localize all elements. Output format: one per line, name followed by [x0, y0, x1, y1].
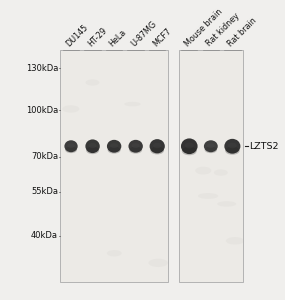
Ellipse shape — [217, 201, 236, 207]
Text: MCF7: MCF7 — [151, 26, 173, 48]
Ellipse shape — [150, 147, 164, 154]
Ellipse shape — [148, 259, 168, 267]
Ellipse shape — [228, 143, 237, 148]
Ellipse shape — [132, 143, 140, 148]
Ellipse shape — [182, 147, 197, 155]
Text: LZTS2: LZTS2 — [249, 142, 278, 151]
Text: Rat kidney: Rat kidney — [204, 12, 241, 48]
Text: 100kDa: 100kDa — [26, 106, 58, 115]
Ellipse shape — [207, 143, 215, 148]
Ellipse shape — [150, 139, 165, 153]
Ellipse shape — [195, 167, 211, 175]
Text: 40kDa: 40kDa — [31, 231, 58, 240]
Ellipse shape — [86, 80, 99, 85]
Ellipse shape — [62, 105, 80, 112]
Ellipse shape — [226, 237, 244, 244]
Text: HT-29: HT-29 — [86, 26, 109, 48]
Ellipse shape — [64, 140, 78, 152]
Text: 55kDa: 55kDa — [31, 187, 58, 196]
Ellipse shape — [124, 102, 141, 106]
Text: U-87MG: U-87MG — [129, 19, 158, 48]
Ellipse shape — [198, 193, 218, 199]
Ellipse shape — [108, 147, 121, 154]
Text: DU145: DU145 — [65, 23, 90, 48]
Ellipse shape — [86, 147, 99, 154]
Ellipse shape — [129, 147, 142, 154]
Ellipse shape — [67, 143, 75, 148]
Ellipse shape — [129, 140, 143, 153]
Ellipse shape — [181, 138, 198, 154]
Bar — [60, 50, 168, 282]
Ellipse shape — [204, 140, 218, 152]
Ellipse shape — [86, 140, 100, 153]
Ellipse shape — [110, 143, 118, 148]
Text: Mouse brain: Mouse brain — [183, 7, 224, 48]
Ellipse shape — [89, 143, 97, 148]
Ellipse shape — [224, 139, 241, 154]
Text: 130kDa: 130kDa — [26, 64, 58, 73]
Ellipse shape — [107, 140, 121, 153]
Ellipse shape — [205, 146, 217, 153]
Bar — [178, 50, 243, 282]
Ellipse shape — [65, 146, 77, 153]
Text: HeLa: HeLa — [108, 28, 129, 48]
Ellipse shape — [185, 142, 194, 148]
Text: Rat brain: Rat brain — [226, 16, 258, 48]
Ellipse shape — [214, 169, 228, 176]
Ellipse shape — [153, 143, 161, 148]
Ellipse shape — [225, 147, 240, 155]
Text: 70kDa: 70kDa — [31, 152, 58, 161]
Ellipse shape — [107, 250, 122, 256]
